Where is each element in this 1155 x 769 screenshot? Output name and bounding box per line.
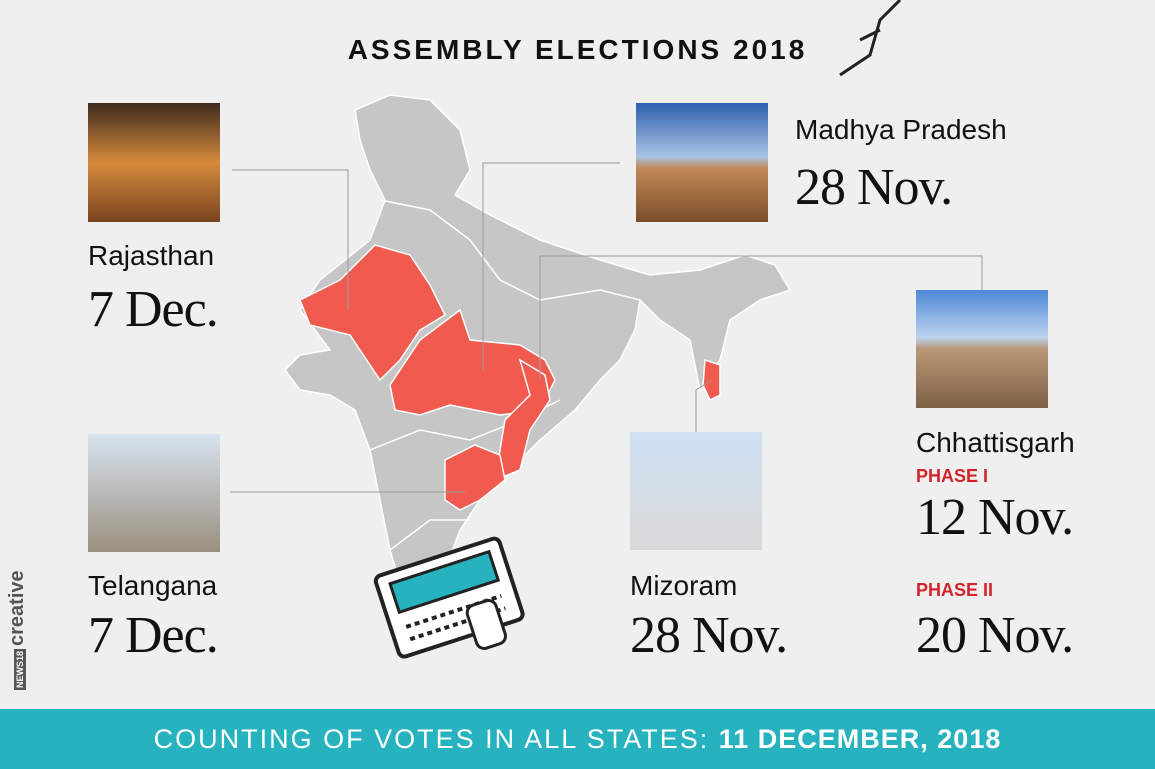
phase-label: PHASE I (916, 466, 989, 486)
telangana-photo (88, 434, 220, 552)
state-name: Telangana (88, 570, 218, 601)
state-name: Mizoram (630, 570, 738, 601)
rajasthan-photo (88, 103, 220, 222)
state-date: 28 Nov. (795, 159, 953, 216)
state-date: 20 Nov. (916, 607, 1074, 664)
phase-label: PHASE II (916, 580, 994, 600)
evm-icon (373, 536, 525, 659)
title: ASSEMBLY ELECTIONS 2018 (347, 34, 808, 65)
footer: COUNTING OF VOTES IN ALL STATES: 11 DECE… (0, 709, 1155, 769)
state-date: 28 Nov. (630, 607, 788, 664)
chhattisgarh-photo (916, 290, 1048, 408)
leader-lines (230, 162, 983, 493)
brand: NEWS18 creative (6, 567, 29, 690)
state-name: Chhattisgarh (916, 427, 1075, 458)
state-name: Madhya Pradesh (795, 114, 1007, 145)
state-date: 7 Dec. (88, 607, 219, 664)
state-date: 12 Nov. (916, 489, 1074, 546)
state-date: 7 Dec. (88, 281, 219, 338)
brand-logo: NEWS18 (14, 648, 26, 690)
state-name: Rajasthan (88, 240, 215, 271)
footer-date: 11 DECEMBER, 2018 (718, 724, 1002, 754)
brand-label: creative (6, 570, 28, 646)
footer-label: COUNTING OF VOTES IN ALL STATES: (153, 724, 710, 754)
madhya-pradesh-photo (636, 103, 768, 222)
hand-icon (839, 0, 902, 77)
mizoram-photo (630, 432, 762, 550)
